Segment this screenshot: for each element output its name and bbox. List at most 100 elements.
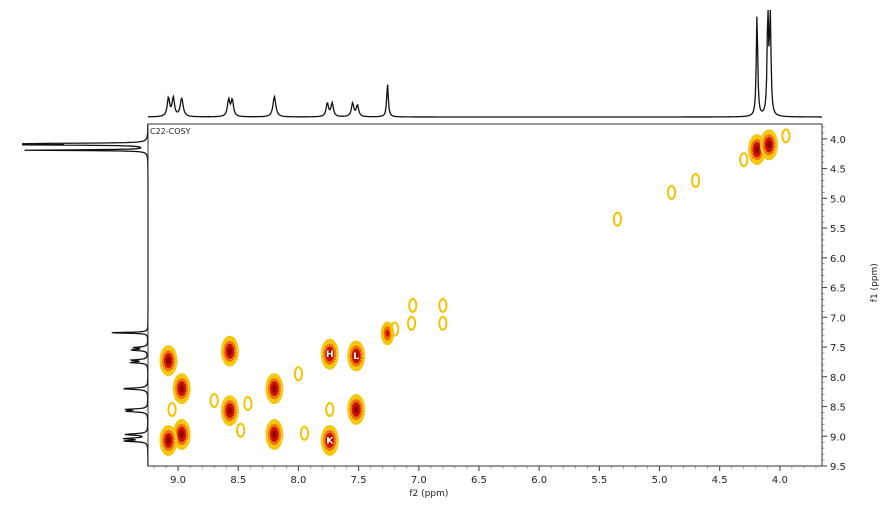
x-tick-label: 6.0 <box>531 475 547 486</box>
cross-peak-weak-contour <box>408 297 418 313</box>
cross-peak-center <box>327 350 332 359</box>
cross-peak <box>159 424 178 456</box>
cross-peak-center <box>166 356 171 365</box>
cross-peak-center <box>767 140 772 149</box>
contour-line <box>265 419 284 450</box>
contour-line <box>223 340 236 362</box>
cross-peak-weak-contour <box>325 401 335 418</box>
cross-peak-weak-contour <box>293 366 304 382</box>
contour-line <box>176 379 187 398</box>
contour-line <box>224 342 236 360</box>
cross-peak <box>347 394 366 425</box>
x-axis: 9.0 8.5 8.0 7.5 7.0 6.5 6.0 5.5 5.0 4.5 4.0 <box>153 466 817 486</box>
cross-peak <box>760 129 779 161</box>
x-tick-label: 4.5 <box>712 475 728 486</box>
cross-peak-label: H <box>326 350 334 360</box>
contour-line <box>347 394 366 425</box>
contour-line <box>221 397 238 425</box>
cross-peak <box>691 172 701 189</box>
contour-line <box>222 339 237 364</box>
contour-line <box>269 379 280 398</box>
cross-peak-weak-contour <box>691 172 701 189</box>
y-axis-title: f1 (ppm) <box>870 263 880 302</box>
y-tick-label: 9.5 <box>830 462 846 473</box>
cross-peak-weak-contour <box>666 184 677 200</box>
cross-peak-weak-contour <box>438 297 448 313</box>
f1-projection-spectrum <box>21 124 149 466</box>
cross-peak <box>739 152 749 168</box>
x-tick-label: 4.0 <box>772 475 788 486</box>
contour-line <box>268 424 281 445</box>
contour-line <box>175 378 188 399</box>
contour-line <box>322 342 337 367</box>
cross-peak-center <box>327 436 332 445</box>
cross-peak <box>159 345 178 377</box>
contour-line <box>267 422 282 447</box>
cross-peak-center <box>755 145 759 154</box>
y-tick-label: 8.5 <box>830 403 846 414</box>
cross-peak <box>325 401 335 418</box>
contour-line <box>323 343 336 365</box>
contour-line <box>174 422 189 447</box>
cross-peak: L <box>347 340 366 372</box>
cross-peak <box>265 419 284 450</box>
contour-line <box>322 428 337 453</box>
contour-line <box>762 134 776 156</box>
f1-trace-line <box>21 124 149 466</box>
contour-line <box>321 427 338 454</box>
cross-peak-weak-contour <box>739 152 749 168</box>
contour-line <box>161 348 176 373</box>
y-tick-label: 5.0 <box>830 194 846 205</box>
contour-line <box>172 373 191 404</box>
contour-line <box>266 375 283 403</box>
contour-line <box>222 398 237 423</box>
y-tick-label: 4.0 <box>830 135 846 146</box>
contour-line <box>163 351 174 370</box>
cross-peak-weak-contour <box>236 422 246 438</box>
cross-peak-center <box>179 430 184 439</box>
contour-line <box>267 376 282 401</box>
contour-line <box>173 375 190 403</box>
cross-peak <box>408 297 418 313</box>
cross-peak-center <box>354 405 359 414</box>
contour-line <box>221 337 238 365</box>
cross-peak-weak-contour <box>438 315 448 331</box>
x-tick-label: 7.0 <box>411 475 427 486</box>
cross-peak-weak-contour <box>209 393 219 409</box>
x-axis-title: f2 (ppm) <box>409 489 448 499</box>
contour-line <box>761 131 777 159</box>
contour-line <box>320 425 339 456</box>
cross-peak-center <box>166 436 171 445</box>
x-tick-label: 5.0 <box>652 475 668 486</box>
cross-peaks-layer: H L K <box>159 128 791 456</box>
y-tick-label: 7.0 <box>830 313 846 324</box>
contour-line <box>161 428 176 453</box>
contour-line <box>762 132 777 157</box>
cross-peak-weak-contour <box>243 396 253 412</box>
cross-peak <box>265 373 284 405</box>
cross-peak-weak-contour <box>406 315 417 331</box>
contour-line <box>323 430 336 451</box>
contour-line <box>321 340 338 368</box>
contour-line <box>160 427 177 454</box>
cross-peak <box>406 315 417 331</box>
cross-peak <box>438 315 448 331</box>
cross-peak-center <box>179 384 184 393</box>
contour-line <box>163 431 174 450</box>
contour-line <box>351 347 362 365</box>
y-tick-label: 4.5 <box>830 165 846 176</box>
contour-line <box>266 421 283 448</box>
plot-label: C22-COSY <box>150 127 191 136</box>
contour-line <box>348 396 365 423</box>
y-tick-label: 6.5 <box>830 284 846 295</box>
x-tick-label: 7.5 <box>351 475 367 486</box>
contour-line <box>221 336 239 367</box>
contour-line <box>351 400 362 419</box>
contour-line <box>265 373 284 404</box>
x-tick-label: 9.0 <box>170 475 186 486</box>
cross-peak <box>293 366 304 382</box>
cross-peak <box>781 128 791 144</box>
cross-peak-core-contour <box>385 329 390 337</box>
